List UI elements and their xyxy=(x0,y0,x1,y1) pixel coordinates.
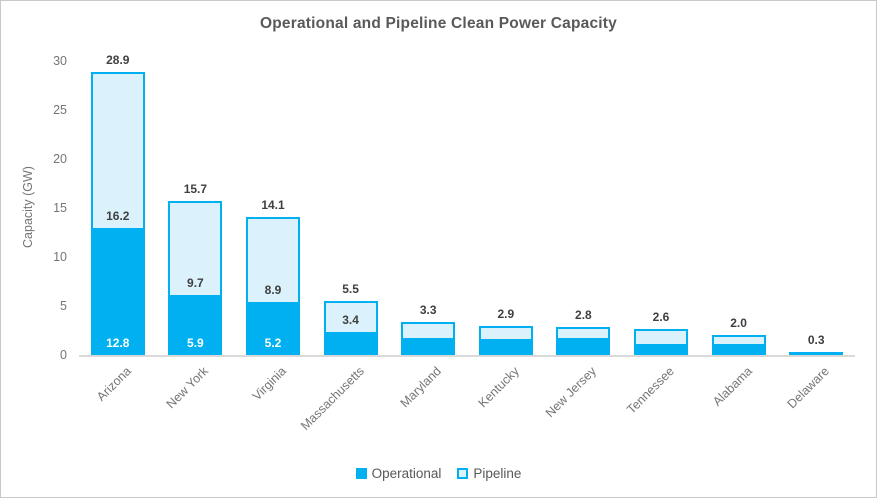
operational-segment xyxy=(246,304,300,355)
pipeline-label: 3.4 xyxy=(342,313,359,327)
total-label: 3.3 xyxy=(419,303,437,317)
pipeline-label: 9.7 xyxy=(187,276,204,290)
y-tick-label: 25 xyxy=(53,103,67,117)
legend-label-operational: Operational xyxy=(371,465,442,481)
total-label: 2.8 xyxy=(575,308,592,322)
x-axis-line xyxy=(79,355,855,357)
y-tick-label: 10 xyxy=(53,250,67,264)
total-label: 15.7 xyxy=(183,182,208,196)
pipeline-segment xyxy=(90,72,145,230)
bar-group: 0.3 xyxy=(789,1,844,355)
operational-segment xyxy=(478,341,533,355)
y-tick-label: 30 xyxy=(53,54,67,68)
operational-segment xyxy=(168,297,223,355)
bar-group: 3.3 xyxy=(401,1,456,355)
bar-group: 5.5 3.4 xyxy=(323,1,378,355)
operational-segment xyxy=(789,352,844,355)
pipeline-label: 8.9 xyxy=(264,283,282,297)
operational-swatch-icon xyxy=(355,467,367,479)
total-label: 5.5 xyxy=(342,282,359,296)
pipeline-segment xyxy=(634,329,688,346)
operational-segment xyxy=(711,346,766,355)
operational-segment xyxy=(634,346,688,355)
pipeline-segment xyxy=(323,301,378,334)
bar-group: 2.6 xyxy=(634,1,688,355)
bar-group: 2.9 xyxy=(478,1,533,355)
pipeline-swatch-icon xyxy=(457,467,469,479)
legend: Operational Pipeline xyxy=(1,463,876,483)
y-tick-label: 0 xyxy=(60,348,67,362)
total-label: 2.9 xyxy=(497,307,515,321)
legend-item-pipeline: Pipeline xyxy=(457,466,521,481)
pipeline-segment xyxy=(478,326,533,341)
operational-label: 12.8 xyxy=(106,336,130,350)
bar-group: 2.8 xyxy=(556,1,611,355)
pipeline-segment xyxy=(401,322,456,340)
y-tick-label: 15 xyxy=(53,201,67,215)
pipeline-label: 16.2 xyxy=(106,209,130,223)
pipeline-segment xyxy=(711,335,766,346)
total-label: 2.6 xyxy=(652,310,670,324)
total-label: 14.1 xyxy=(261,198,285,212)
operational-segment xyxy=(556,340,611,355)
operational-label: 5.9 xyxy=(187,336,204,350)
y-tick-label: 20 xyxy=(53,152,67,166)
chart-title: Operational and Pipeline Clean Power Cap… xyxy=(260,15,617,32)
bar-group: 15.7 9.7 5.9 xyxy=(168,1,223,355)
pipeline-segment xyxy=(556,327,611,340)
total-label: 0.3 xyxy=(807,333,825,347)
y-tick-label: 5 xyxy=(60,299,67,313)
legend-label-pipeline: Pipeline xyxy=(473,465,522,481)
legend-item-operational: Operational xyxy=(355,465,442,481)
bar-group: 28.9 16.2 12.8 xyxy=(90,1,145,355)
pipeline-segment xyxy=(246,217,300,304)
operational-label: 5.2 xyxy=(264,336,282,350)
operational-segment xyxy=(401,340,456,355)
pipeline-segment xyxy=(168,201,223,297)
total-label: 2.0 xyxy=(730,316,747,330)
total-label: 28.9 xyxy=(106,53,130,67)
bar-group: 14.1 8.9 5.2 xyxy=(246,1,300,355)
operational-segment xyxy=(323,334,378,355)
operational-segment xyxy=(90,230,145,355)
bar-group: 2.0 xyxy=(711,1,766,355)
